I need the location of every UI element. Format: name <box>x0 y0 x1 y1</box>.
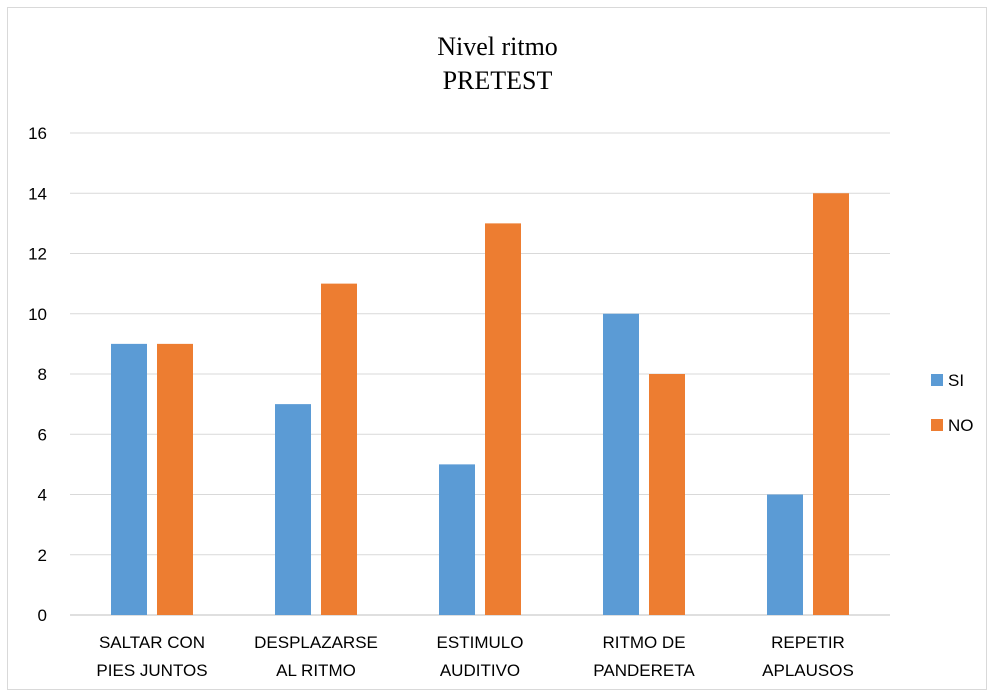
x-tick-label: REPETIR <box>771 633 845 652</box>
x-tick-label: AL RITMO <box>276 661 356 680</box>
y-axis: 0 2 4 6 8 10 12 14 16 <box>28 124 47 625</box>
bar-si <box>111 343 147 615</box>
x-tick-label: RITMO DE <box>602 633 685 652</box>
bar-si <box>275 404 311 615</box>
y-tick-label: 4 <box>38 486 47 505</box>
y-tick-label: 8 <box>38 365 47 384</box>
y-tick-label: 14 <box>28 184 47 203</box>
x-tick-label: SALTAR CON <box>99 633 205 652</box>
y-tick-label: 16 <box>28 124 47 143</box>
x-tick-label: PIES JUNTOS <box>96 661 207 680</box>
y-tick-label: 10 <box>28 305 47 324</box>
bars <box>111 193 849 615</box>
bar-si <box>767 494 803 615</box>
y-tick-label: 0 <box>38 606 47 625</box>
chart-subtitle: PRETEST <box>442 66 553 95</box>
bar-no <box>485 223 521 615</box>
x-tick-label: APLAUSOS <box>762 661 854 680</box>
bar-no <box>649 374 685 615</box>
bar-no <box>321 283 357 615</box>
x-tick-label: DESPLAZARSE <box>254 633 378 652</box>
gridlines <box>70 132 890 616</box>
y-tick-label: 12 <box>28 245 47 264</box>
bar-si <box>439 464 475 615</box>
x-axis: SALTAR CON PIES JUNTOS DESPLAZARSE AL RITMO… <box>96 633 853 680</box>
bar-no <box>813 193 849 615</box>
x-tick-label: AUDITIVO <box>440 661 520 680</box>
chart-title: Nivel ritmo <box>437 32 558 61</box>
legend-label-si: SI <box>948 371 964 390</box>
x-tick-label: PANDERETA <box>593 661 695 680</box>
x-tick-label: ESTIMULO <box>437 633 524 652</box>
legend-label-no: NO <box>948 416 974 435</box>
legend: SI NO <box>931 371 974 435</box>
legend-swatch-no <box>931 419 943 431</box>
legend-swatch-si <box>931 374 943 386</box>
y-tick-label: 2 <box>38 546 47 565</box>
bar-no <box>157 343 193 615</box>
y-tick-label: 6 <box>38 425 47 444</box>
bar-si <box>603 313 639 615</box>
